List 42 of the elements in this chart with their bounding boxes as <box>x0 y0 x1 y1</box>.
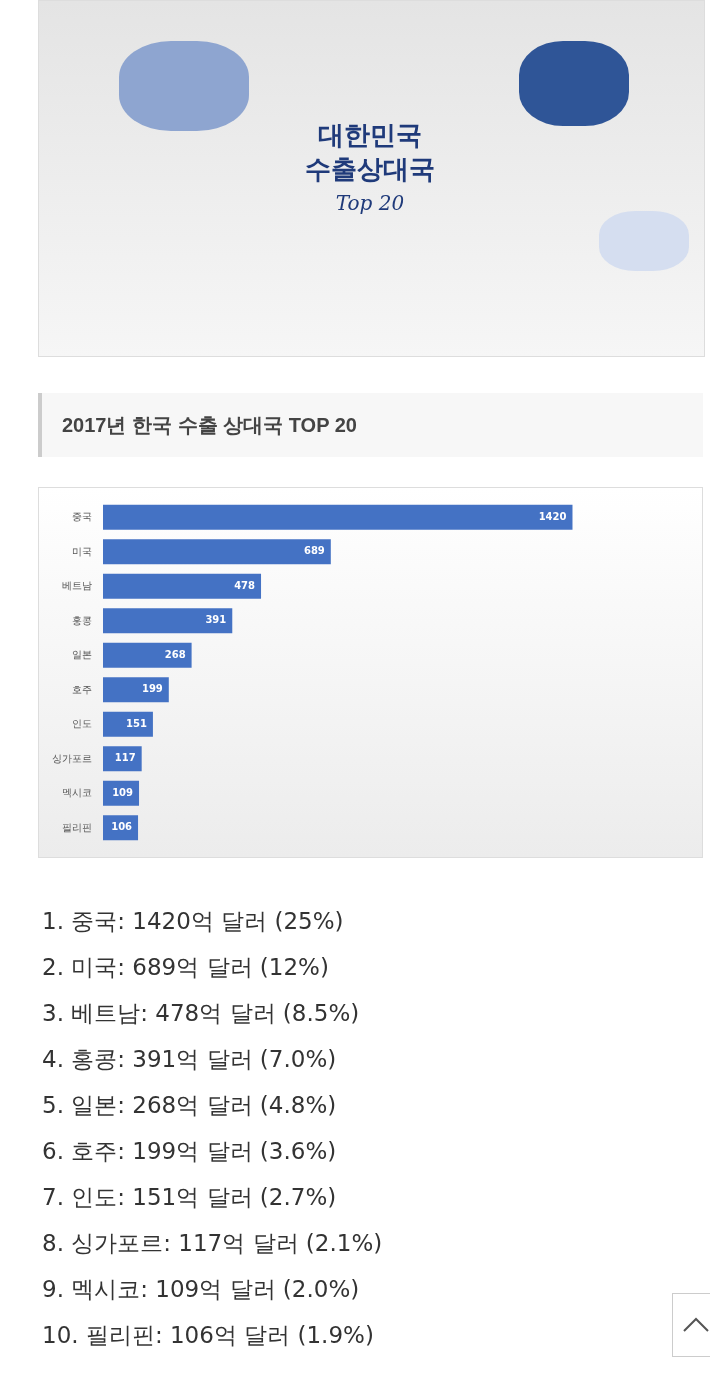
y-tick-label: 중국 <box>72 511 92 522</box>
text: 대한민국 <box>317 119 423 152</box>
chart-title: 2017년 한국 수출 상대국 TOP 20 <box>61 413 358 438</box>
bar <box>103 677 169 703</box>
y-tick-label: 호주 <box>72 683 92 695</box>
text: 3. 베트남: 478억 달러 (8.5%) <box>42 999 361 1028</box>
y-tick-label: 멕시코 <box>62 787 92 798</box>
bar <box>103 504 573 530</box>
bar <box>103 608 233 634</box>
text: 1. 중국: 1420억 달러 (25%) <box>42 907 345 936</box>
data-label: 199 <box>141 683 163 695</box>
y-tick-label: 필리핀 <box>62 821 92 833</box>
data-label: 1420 <box>538 510 567 522</box>
y-tick-label: 미국 <box>72 545 92 557</box>
text: 2. 미국: 689억 달러 (12%) <box>42 953 330 982</box>
data-label: 151 <box>126 717 147 729</box>
y-tick-label: 인도 <box>72 718 92 729</box>
text: 7. 인도: 151억 달러 (2.7%) <box>42 1183 338 1212</box>
data-label: 106 <box>111 821 133 833</box>
text: 6. 호주: 199억 달러 (3.6%) <box>42 1137 338 1166</box>
text: 9. 멕시코: 109억 달러 (2.0%) <box>42 1275 361 1304</box>
y-tick-label: 일본 <box>72 649 92 660</box>
data-label: 478 <box>234 579 256 591</box>
bar <box>103 711 153 737</box>
data-label: 109 <box>112 786 134 798</box>
text: 수출상대국 <box>304 153 436 186</box>
data-label: 268 <box>164 648 186 660</box>
text: 4. 홍콩: 391억 달러 (7.0%) <box>42 1045 338 1074</box>
bar <box>103 539 331 565</box>
bar <box>103 746 142 772</box>
data-label: 689 <box>303 545 325 557</box>
y-tick-label: 베트남 <box>62 580 92 591</box>
y-tick-label: 홍콩 <box>72 614 92 626</box>
y-tick-label: 싱가포르 <box>52 752 92 764</box>
text: 5. 일본: 268억 달러 (4.8%) <box>42 1091 338 1120</box>
bar <box>103 642 192 668</box>
data-label: 391 <box>205 614 227 626</box>
text: 10. 필리핀: 106억 달러 (1.9%) <box>42 1321 375 1350</box>
text: 8. 싱가포르: 117억 달러 (2.1%) <box>42 1229 383 1258</box>
bar <box>103 573 262 599</box>
text: Top 20 <box>334 190 406 217</box>
data-label: 117 <box>114 752 136 764</box>
